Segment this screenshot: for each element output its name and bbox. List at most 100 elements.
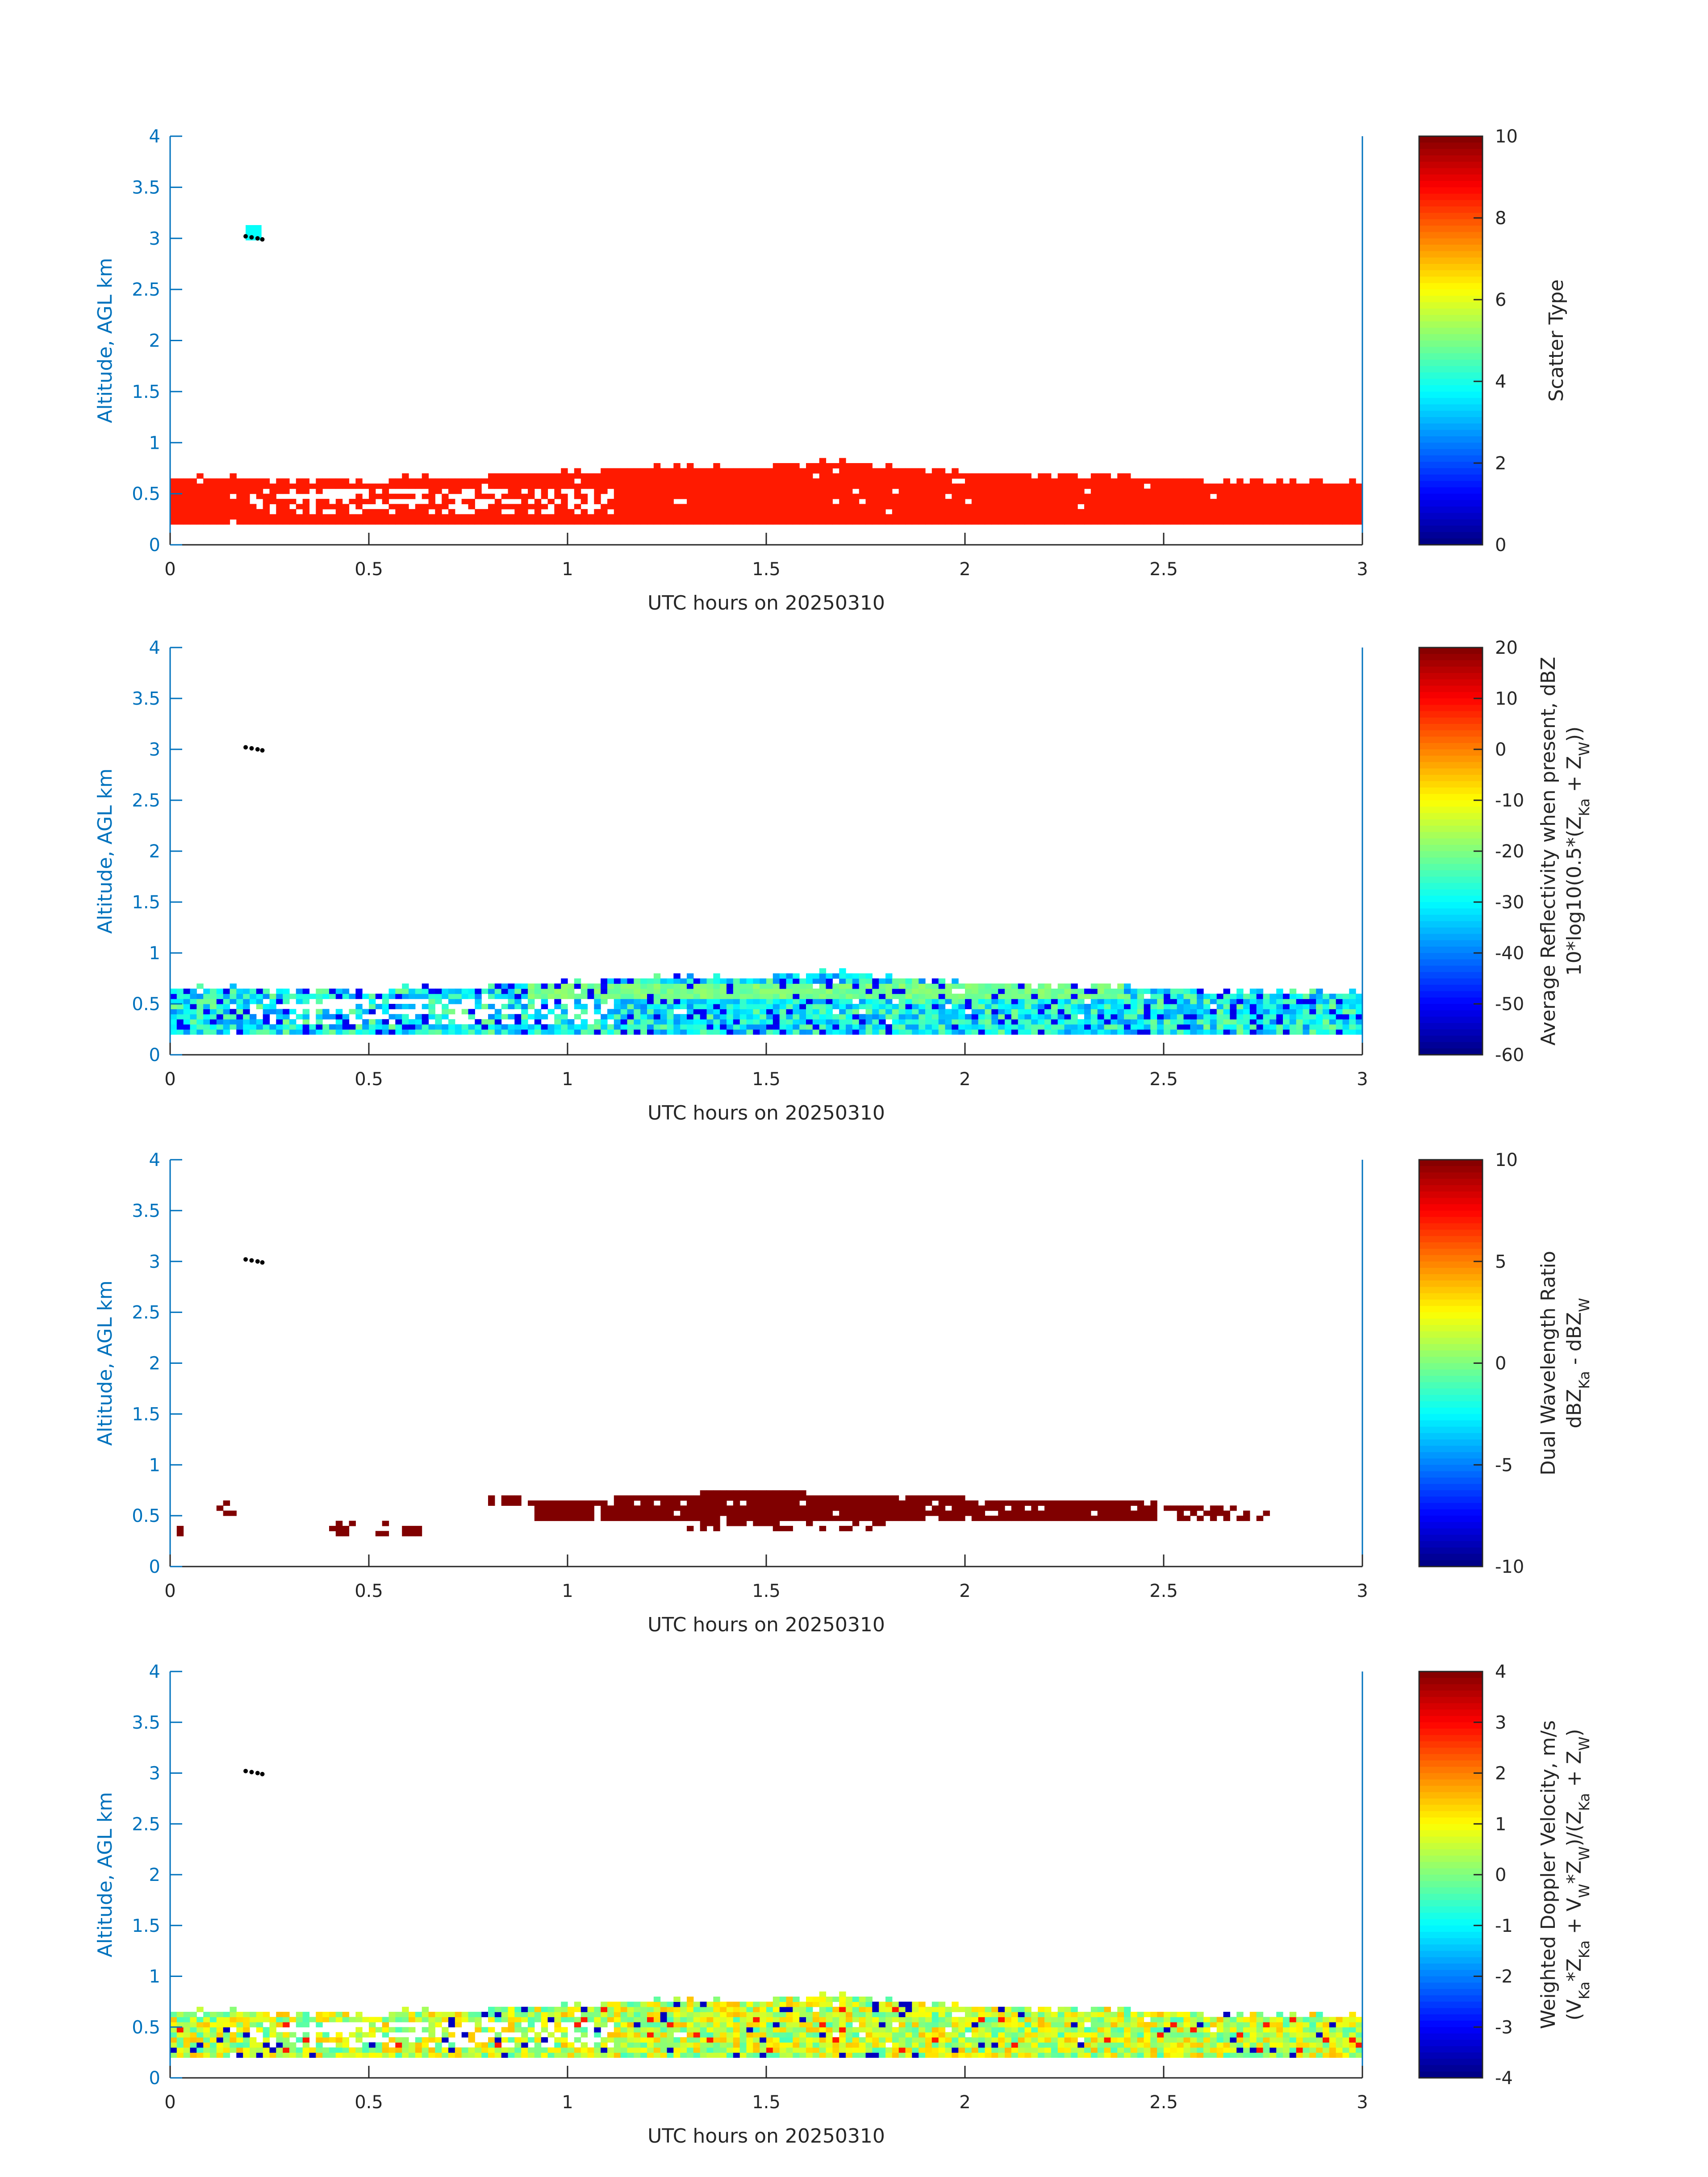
heatmap-cell (673, 994, 681, 999)
heatmap-cell (952, 1009, 959, 1015)
heatmap-cell (375, 1029, 383, 1035)
heatmap-cell (733, 2017, 740, 2022)
heatmap-cell (388, 2027, 396, 2033)
heatmap-cell (1256, 504, 1264, 510)
heatmap-cell (687, 1510, 694, 1516)
heatmap-cell (594, 1019, 601, 1025)
heatmap-cell (859, 978, 866, 984)
heatmap-cell (508, 1500, 515, 1506)
heatmap-cell (1157, 483, 1164, 489)
heatmap-cell (760, 1029, 767, 1035)
heatmap-cell (243, 504, 250, 510)
heatmap-cell (620, 978, 628, 984)
heatmap-cell (912, 1516, 919, 1521)
heatmap-cell (534, 2042, 542, 2048)
heatmap-cell (1038, 519, 1045, 525)
heatmap-cell (620, 2012, 628, 2018)
heatmap-cell (706, 2006, 714, 2012)
heatmap-cell (561, 1029, 568, 1035)
heatmap-cell (269, 2047, 276, 2053)
heatmap-cell (925, 514, 932, 520)
heatmap-cell (1157, 489, 1164, 494)
heatmap-cell (1011, 988, 1019, 994)
heatmap-cell (773, 1024, 780, 1030)
heatmap-cell (660, 994, 668, 999)
heatmap-cell (965, 999, 972, 1004)
heatmap-cell (1177, 1009, 1184, 1015)
heatmap-cell (653, 493, 661, 499)
heatmap-cell (614, 473, 621, 479)
heatmap-cell (1084, 1500, 1091, 1506)
heatmap-cell (409, 994, 416, 999)
heatmap-cell (826, 2042, 833, 2048)
heatmap-cell (885, 478, 893, 484)
heatmap-cell (733, 2006, 740, 2012)
heatmap-cell (680, 2002, 687, 2007)
heatmap-cell (1177, 1024, 1184, 1030)
heatmap-cell (766, 1510, 773, 1516)
heatmap-cell (534, 994, 542, 999)
heatmap-cell (355, 514, 363, 520)
heatmap-cell (760, 2042, 767, 2048)
heatmap-cell (1177, 478, 1184, 484)
heatmap-cell (283, 994, 290, 999)
heatmap-cell (1090, 519, 1098, 525)
heatmap-cell (216, 2017, 224, 2022)
heatmap-cell (879, 504, 886, 510)
heatmap-cell (660, 2042, 668, 2048)
heatmap-cell (409, 1004, 416, 1009)
heatmap-cell (355, 519, 363, 525)
heatmap-cell (727, 489, 734, 494)
heatmap-cell (879, 983, 886, 989)
heatmap-cell (236, 1014, 243, 1020)
heatmap-cell (1057, 489, 1065, 494)
heatmap-cell (852, 499, 860, 505)
heatmap-cell (647, 1009, 654, 1015)
heatmap-cell (653, 1024, 661, 1030)
heatmap-cell (1018, 999, 1025, 1004)
heatmap-cell (1144, 1014, 1151, 1020)
heatmap-cell (693, 493, 701, 499)
heatmap-cell (786, 2027, 793, 2033)
heatmap-cell (1303, 1024, 1310, 1030)
heatmap-cell (991, 473, 998, 479)
colorbar-swatch (1419, 1274, 1482, 1281)
heatmap-cell (687, 988, 694, 994)
heatmap-cell (587, 519, 594, 525)
heatmap-cell (653, 994, 661, 999)
heatmap-cell (905, 1004, 912, 1009)
heatmap-cell (468, 2032, 475, 2038)
heatmap-cell (706, 2047, 714, 2053)
heatmap-cell (276, 988, 283, 994)
heatmap-cell (409, 2052, 416, 2058)
heatmap-cell (832, 2047, 839, 2053)
heatmap-cell (660, 514, 668, 520)
heatmap-cell (667, 493, 674, 499)
heatmap-cell (170, 2052, 177, 2058)
heatmap-cell (746, 1505, 753, 1511)
heatmap-cell (236, 499, 243, 505)
heatmap-cell (183, 499, 191, 505)
heatmap-cell (1309, 483, 1316, 489)
heatmap-cell (1342, 994, 1349, 999)
colorbar-swatch (1419, 296, 1482, 303)
heatmap-cell (620, 999, 628, 1004)
heatmap-cell (786, 2047, 793, 2053)
heatmap-cell (680, 2017, 687, 2022)
heatmap-cell (369, 509, 376, 514)
heatmap-cell (799, 504, 806, 510)
heatmap-cell (852, 1505, 860, 1511)
heatmap-cell (991, 489, 998, 494)
heatmap-cell (912, 493, 919, 499)
heatmap-cell (846, 499, 853, 505)
heatmap-cell (799, 2027, 806, 2033)
heatmap-cell (846, 478, 853, 484)
heatmap-cell (620, 1516, 628, 1521)
heatmap-cell (216, 1505, 224, 1511)
heatmap-cell (203, 2052, 210, 2058)
heatmap-cell (435, 489, 442, 494)
heatmap-cell (1296, 999, 1303, 1004)
heatmap-cell (898, 478, 906, 484)
heatmap-cell (196, 2047, 204, 2053)
heatmap-cell (1323, 499, 1330, 505)
